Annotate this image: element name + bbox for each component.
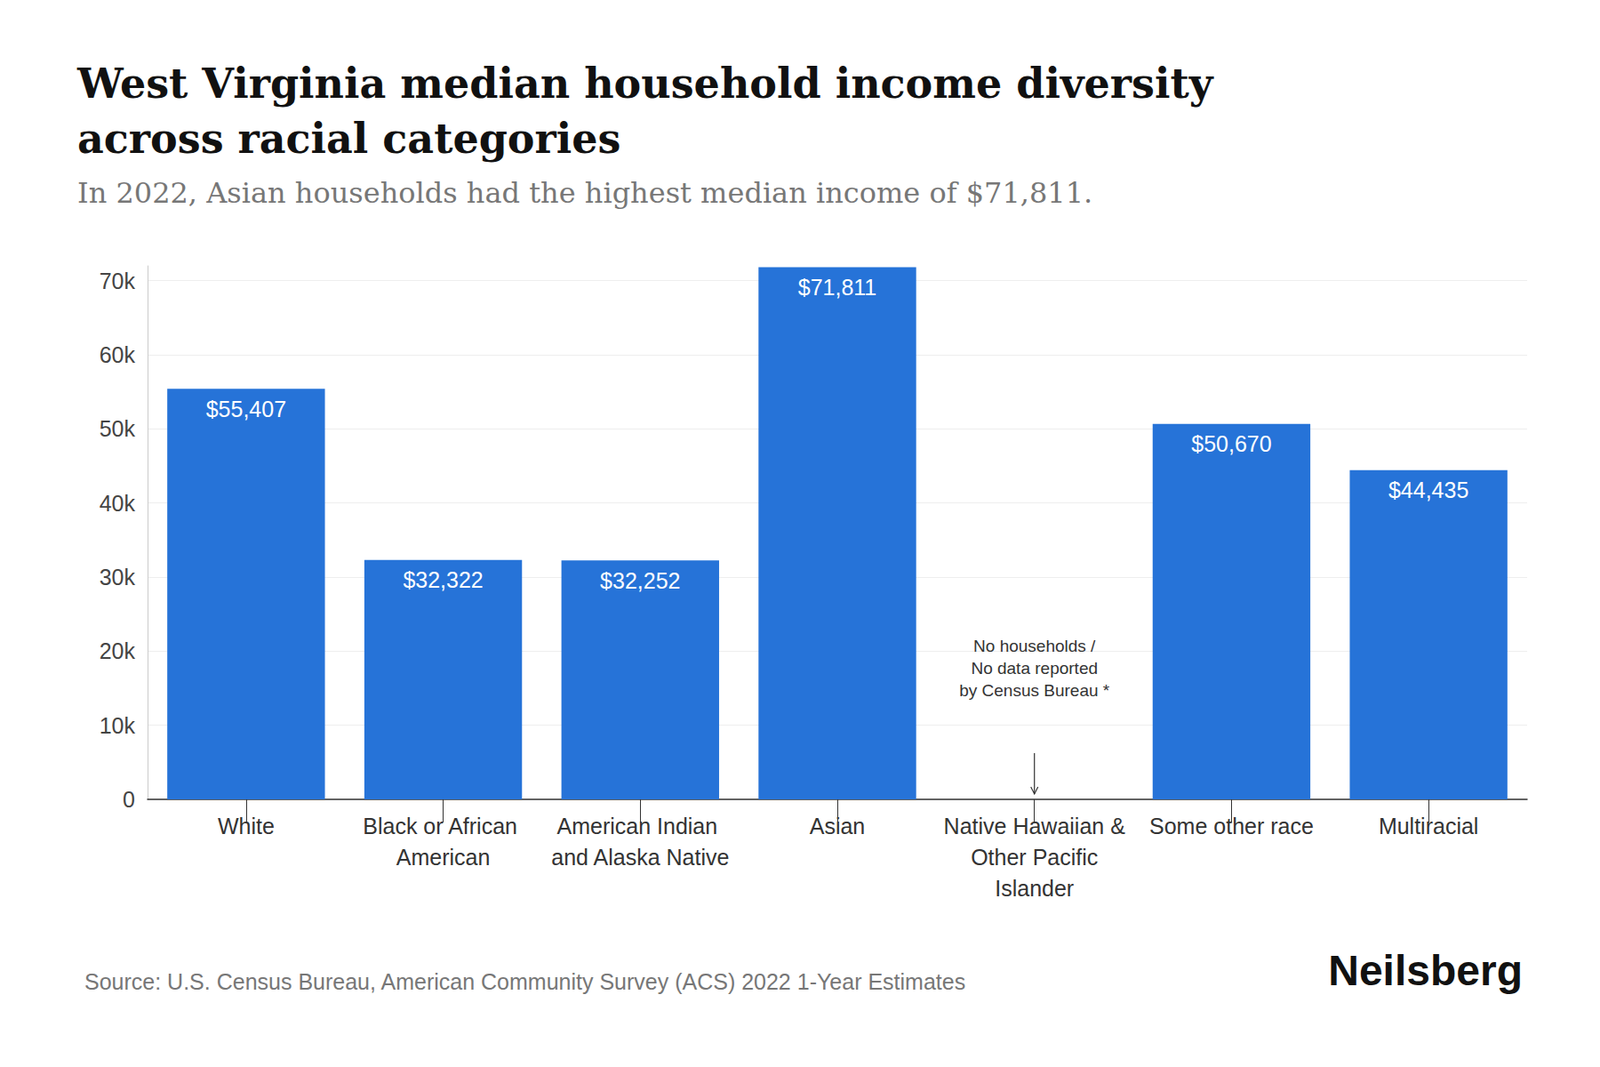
- svg-text:50k: 50k: [99, 416, 136, 441]
- svg-text:In 2022, Asian households had: In 2022, Asian households had the highes…: [77, 176, 1093, 210]
- svg-text:40k: 40k: [99, 490, 136, 516]
- svg-text:$32,252: $32,252: [600, 568, 680, 593]
- svg-text:$32,322: $32,322: [402, 567, 483, 592]
- svg-text:No households /: No households /: [973, 636, 1096, 656]
- svg-text:$71,811: $71,811: [798, 274, 878, 300]
- svg-text:$44,435: $44,435: [1388, 477, 1469, 503]
- svg-text:Multiracial: Multiracial: [1378, 813, 1480, 839]
- svg-text:No data reported: No data reported: [970, 658, 1098, 678]
- svg-text:$50,670: $50,670: [1191, 431, 1272, 456]
- svg-text:Native Hawaiian &: Native Hawaiian &: [944, 813, 1127, 839]
- svg-text:White: White: [217, 813, 275, 839]
- svg-text:across racial categories: across racial categories: [77, 114, 621, 163]
- svg-text:American Indian: American Indian: [556, 813, 724, 839]
- svg-text:and Alaska Native: and Alaska Native: [551, 844, 729, 870]
- svg-text:American: American: [396, 844, 491, 870]
- svg-text:Other Pacific: Other Pacific: [964, 844, 1104, 870]
- svg-text:Black or African: Black or African: [362, 813, 524, 839]
- svg-text:30k: 30k: [99, 564, 136, 590]
- svg-text:by Census Bureau *: by Census Bureau *: [959, 680, 1111, 700]
- svg-text:0: 0: [122, 786, 136, 812]
- svg-text:20k: 20k: [99, 638, 136, 664]
- svg-text:Islander: Islander: [994, 875, 1074, 901]
- svg-text:70k: 70k: [99, 268, 136, 294]
- svg-text:Some other race: Some other race: [1149, 813, 1314, 839]
- svg-text:10k: 10k: [99, 712, 136, 738]
- svg-text:Source: U.S. Census Bureau, Am: Source: U.S. Census Bureau, American Com…: [84, 968, 966, 994]
- svg-text:Neilsberg: Neilsberg: [1328, 946, 1523, 994]
- svg-text:$55,407: $55,407: [206, 396, 287, 422]
- svg-text:60k: 60k: [99, 342, 136, 368]
- svg-text:West Virginia median household: West Virginia median household income di…: [76, 59, 1227, 108]
- svg-text:Asian: Asian: [809, 813, 866, 839]
